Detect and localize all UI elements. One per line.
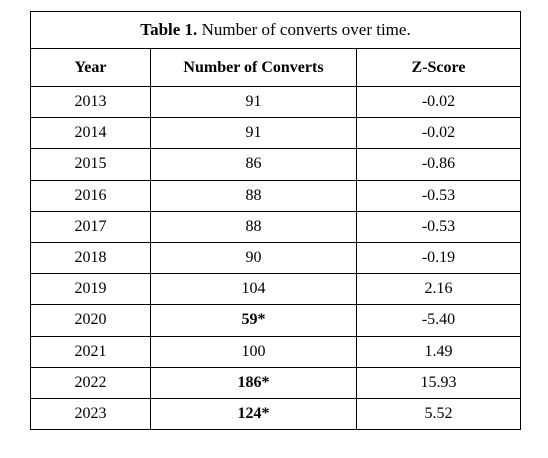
year-cell: 2015	[30, 148, 151, 181]
converts-cell: 90	[150, 241, 357, 275]
year-cell: 2020	[30, 304, 151, 337]
year-cell: 2023	[30, 397, 151, 431]
z-score-cell: -5.40	[356, 304, 521, 337]
table-row: 2013 91 -0.02	[30, 85, 521, 119]
table-row: 2023 124* 5.52	[30, 397, 521, 431]
table-row: 2015 86 -0.86	[30, 148, 521, 181]
z-score-cell: -0.53	[356, 210, 521, 243]
converts-cell: 186*	[150, 366, 357, 399]
table-row: 2018 90 -0.19	[30, 241, 521, 275]
table-body: 2013 91 -0.02 2014 91 -0.02 2015 86 -0.8…	[30, 85, 521, 431]
table-row: 2022 186* 15.93	[30, 366, 521, 399]
column-header-converts: Number of Converts	[150, 48, 357, 87]
z-score-cell: 2.16	[356, 273, 521, 306]
table-row: 2019 104 2.16	[30, 273, 521, 306]
table-row: 2020 59* -5.40	[30, 304, 521, 337]
z-score-cell: -0.02	[356, 85, 521, 119]
table-caption: Table 1. Number of converts over time.	[30, 11, 521, 49]
converts-cell: 59*	[150, 304, 357, 337]
year-cell: 2017	[30, 210, 151, 243]
z-score-cell: 5.52	[356, 397, 521, 431]
z-score-cell: -0.19	[356, 241, 521, 275]
table-caption-text: Number of converts over time.	[197, 20, 411, 39]
year-cell: 2022	[30, 366, 151, 399]
year-cell: 2019	[30, 273, 151, 306]
converts-cell: 104	[150, 273, 357, 306]
z-score-cell: 1.49	[356, 335, 521, 368]
converts-cell: 86	[150, 148, 357, 181]
table-caption-label: Table 1.	[140, 20, 198, 39]
table-row: 2016 88 -0.53	[30, 179, 521, 212]
year-cell: 2014	[30, 117, 151, 150]
table-row: 2021 100 1.49	[30, 335, 521, 368]
column-header-z-score: Z-Score	[356, 48, 521, 87]
converts-cell: 100	[150, 335, 357, 368]
converts-table: Table 1. Number of converts over time. Y…	[30, 11, 521, 431]
column-header-year: Year	[30, 48, 151, 87]
z-score-cell: 15.93	[356, 366, 521, 399]
z-score-cell: -0.02	[356, 117, 521, 150]
table-row: 2017 88 -0.53	[30, 210, 521, 243]
converts-cell: 124*	[150, 397, 357, 431]
converts-cell: 91	[150, 117, 357, 150]
table-row: 2014 91 -0.02	[30, 117, 521, 150]
year-cell: 2021	[30, 335, 151, 368]
year-cell: 2016	[30, 179, 151, 212]
converts-cell: 88	[150, 210, 357, 243]
z-score-cell: -0.86	[356, 148, 521, 181]
converts-table-container: Table 1. Number of converts over time. Y…	[30, 11, 521, 431]
converts-cell: 91	[150, 85, 357, 119]
header-row: Year Number of Converts Z-Score	[30, 48, 521, 87]
converts-cell: 88	[150, 179, 357, 212]
z-score-cell: -0.53	[356, 179, 521, 212]
year-cell: 2018	[30, 241, 151, 275]
year-cell: 2013	[30, 85, 151, 119]
